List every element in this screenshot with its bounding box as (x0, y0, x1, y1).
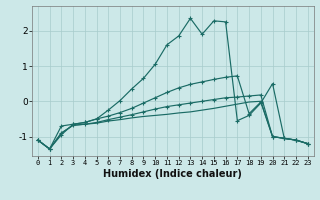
X-axis label: Humidex (Indice chaleur): Humidex (Indice chaleur) (103, 169, 242, 179)
